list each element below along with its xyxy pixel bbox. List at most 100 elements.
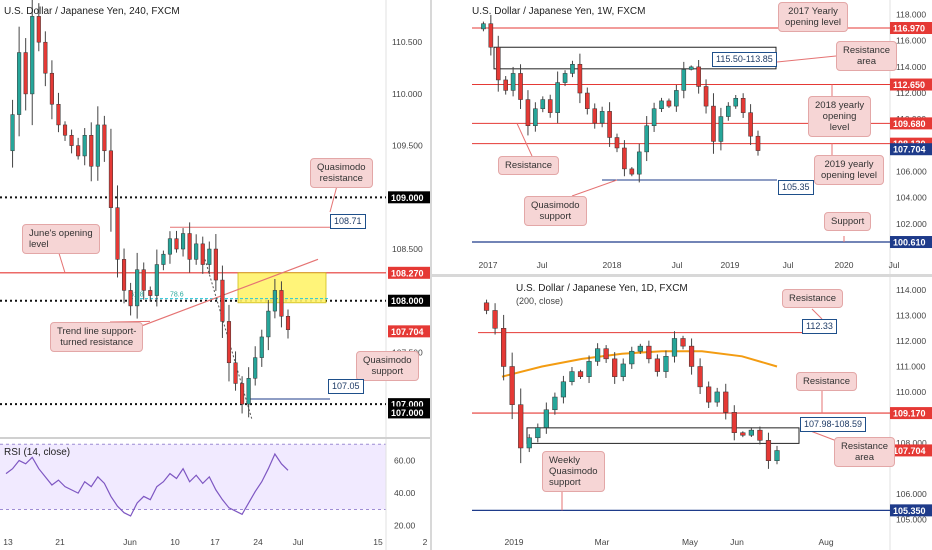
daily-y-tick-0: 114.000 [896,285,926,295]
daily-candle-18 [629,350,635,365]
daily-candle-30 [731,412,737,433]
h4-candle-43 [285,315,291,330]
weekly-pointer-res-area [776,55,837,63]
daily-y-tick-2: 112.000 [896,336,926,346]
h4-candle-42 [279,290,284,317]
daily-candle-21 [654,358,660,372]
h4-candle-21 [141,269,146,291]
weekly-x-tick-7: Jul [889,260,900,270]
daily-price-0-tag-label: 109.170 [893,409,926,419]
rsi-chart[interactable]: 60.00 40.00 20.00 13 21 Jun 10 17 24 Jul 15 2 [0,439,430,550]
h4-x-tick-6: Jul [293,537,304,547]
daily-candle-16 [612,358,618,377]
h4-x-tick-3: 10 [170,537,180,547]
weekly-candle-14 [577,63,583,94]
h4-candle-30 [200,243,205,265]
h4-candle-31 [207,248,212,265]
daily-price-1-tag-bg [890,444,932,457]
level-box-115-50-113-85: 115.50-113.85 [712,52,777,67]
daily-x-tick-3: Jun [730,537,744,547]
weekly-candle-13 [570,63,575,74]
panel-divider-vertical [430,0,432,550]
weekly-candle-21 [629,168,635,175]
weekly-candle-10 [547,99,553,113]
daily-candle-13 [586,361,592,377]
h4-candle-15 [102,124,107,152]
h4-candle-4 [30,16,35,95]
weekly-candle-32 [711,105,716,142]
weekly-y-tick-0: 118.000 [896,10,926,20]
h4-y-tick-3: 108.500 [392,244,423,254]
weekly-quasimodo-annotation: Weekly Quasimodo support [542,451,605,492]
h4-y-tick-2: 109.500 [392,141,423,151]
h4-candle-19 [128,290,133,307]
level-box-112-33: 112.33 [802,319,837,334]
weekly-candle-30 [696,66,701,87]
weekly-candle-25 [659,100,664,109]
daily-candle-10 [560,381,567,398]
rsi-series-line [5,452,289,517]
h4-candle-37 [246,378,251,405]
h4-chart[interactable]: 61.878.6110.500110.000109.500108.500107.… [0,0,430,437]
daily-candle-15 [603,348,609,360]
h4-candle-35 [233,362,238,384]
h4-candle-7 [49,72,54,105]
daily-candle-26 [697,366,703,388]
h4-candle-32 [213,248,218,281]
h4-price-3-tag-label: 107.704 [391,327,424,337]
rsi-band [0,444,386,510]
h4-candle-33 [220,279,225,322]
weekly-candle-35 [733,98,739,107]
daily-price-1-tag-label: 107.704 [893,446,926,456]
weekly-candle-27 [674,90,679,107]
h4-candle-9 [62,124,68,136]
weekly-pointer-res [516,123,533,157]
h4-candle-27 [181,233,186,250]
weekly-candle-33 [718,116,724,142]
weekly-price-5-tag-bg [890,236,932,249]
h4-candle-13 [89,135,94,167]
h4-candle-12 [82,135,87,157]
daily-x-tick-1: Mar [595,537,610,547]
daily-candle-20 [646,345,652,360]
weekly-x-tick-3: Jul [672,260,683,270]
level-box-108-71: 108.71 [330,214,366,229]
weekly-price-4-tag-bg [890,143,932,156]
daily-candle-8 [543,409,549,428]
weekly-candle-31 [703,86,709,107]
weekly-candle-5 [510,73,516,91]
weekly-y-tick-8: 102.000 [896,219,927,229]
h4-candle-25 [167,238,173,255]
yearly-2017-annotation: 2017 Yearly opening level [778,2,848,32]
daily-candle-14 [595,348,601,362]
daily-chart-subtitle: (200, close) [516,296,564,306]
daily-y-tick-5: 108.000 [896,438,927,448]
resistance-annotation-daily-top: Resistance [782,289,843,308]
resistance-annotation-daily-mid: Resistance [796,372,857,391]
daily-chart[interactable]: 114.000 113.000 112.000 111.000 110.000 108.0… [432,277,932,550]
h4-price-5-tag-bg [388,406,430,419]
yearly-2018-annotation: 2018 yearly opening level [808,96,872,137]
h4-price-2-tag-label: 108.000 [391,296,424,306]
weekly-candle-8 [533,108,538,126]
daily-price-0-tag-bg [890,407,932,420]
weekly-price-4-tag-label: 107.704 [893,145,926,155]
h4-y-tick-0: 110.500 [392,37,422,47]
weekly-candle-37 [748,112,753,137]
h4-candle-20 [135,269,140,307]
weekly-candle-17 [599,111,605,124]
daily-sma-200 [501,350,778,378]
junes-opening-level-annotation: June's opening level [22,224,100,254]
weekly-chart[interactable]: 118.000116.000114.000112.000110.000108.0… [432,0,932,274]
weekly-price-1-tag-bg [890,78,932,91]
daily-candle-3 [501,328,507,367]
weekly-candle-11 [555,82,560,113]
weekly-price-2-tag-label: 109.680 [893,119,926,129]
weekly-candle-16 [592,108,598,124]
h4-candle-5 [36,16,41,43]
daily-candle-7 [535,427,541,439]
daily-candle-9 [552,396,558,411]
resistance-annotation-weekly: Resistance [498,156,559,175]
weekly-candle-15 [585,92,590,109]
h4-price-1-tag-label: 108.270 [391,268,424,278]
